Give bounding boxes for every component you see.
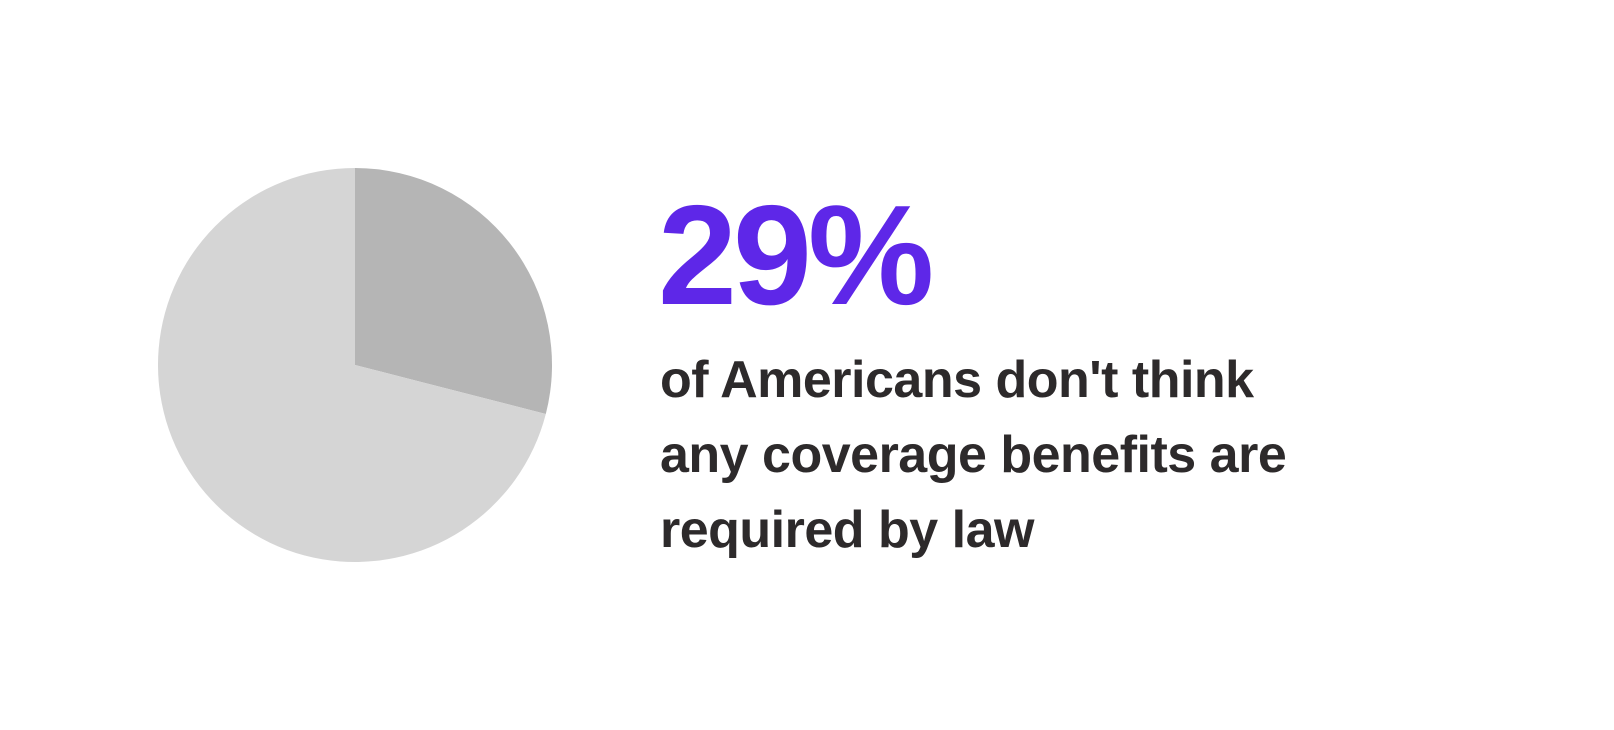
stat-percentage: 29%: [658, 176, 934, 335]
pie-chart-svg: [158, 168, 552, 562]
pie-slice-2: [158, 168, 546, 562]
pie-slice-1: [355, 168, 552, 414]
stat-description-line-2: any coverage benefits are: [660, 426, 1287, 484]
stat-description: of Americans don't think any coverage be…: [660, 343, 1287, 568]
stat-description-line-3: required by law: [660, 501, 1034, 559]
stat-description-line-1: of Americans don't think: [660, 351, 1254, 409]
pie-chart: [158, 168, 552, 562]
